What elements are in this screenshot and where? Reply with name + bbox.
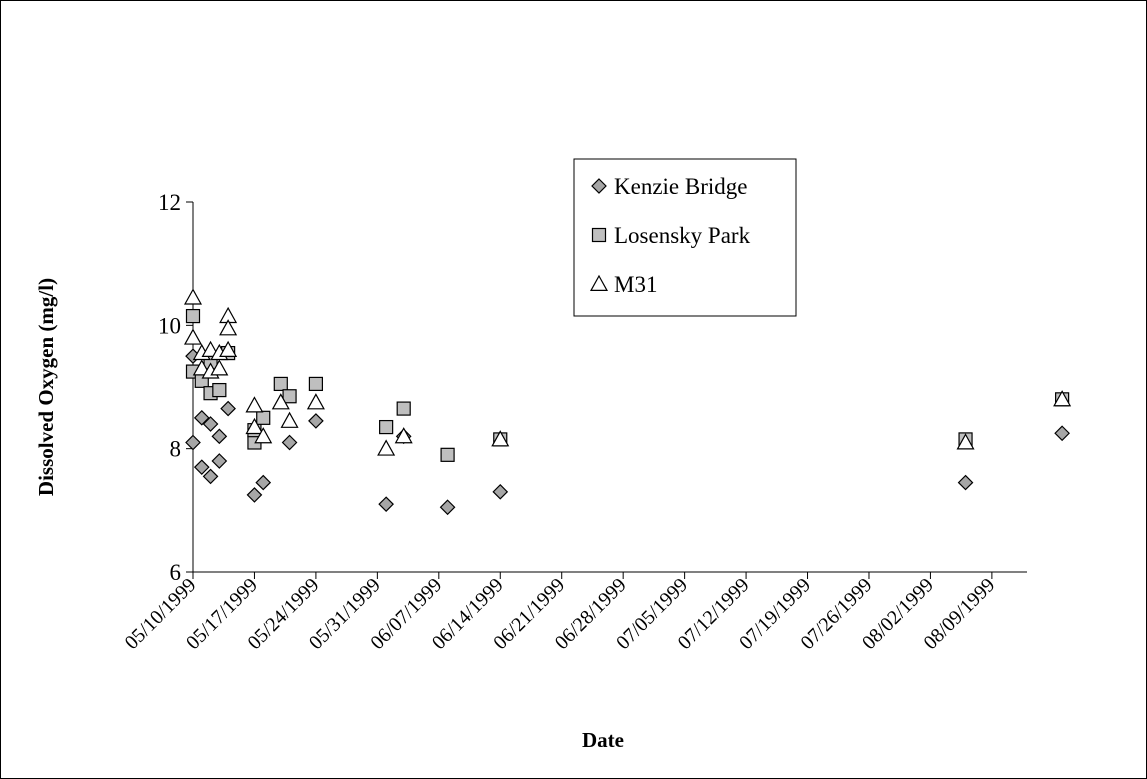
legend-square-icon (591, 227, 607, 243)
triangle-point (377, 439, 396, 456)
diamond-point (439, 499, 456, 516)
triangle-point (491, 430, 510, 447)
legend-label: Kenzie Bridge (614, 174, 747, 199)
triangle-point (183, 288, 203, 305)
triangle-point (271, 393, 290, 410)
square-point (308, 376, 324, 392)
triangle-point (394, 427, 413, 444)
legend-diamond-icon (591, 178, 607, 194)
diamond-point (211, 453, 228, 469)
square-point (282, 389, 297, 404)
square-point (396, 401, 411, 416)
square-point (273, 376, 288, 392)
diamond-point (211, 428, 228, 445)
diamond-point (202, 468, 219, 485)
series-kenzie-bridge (185, 348, 1070, 516)
diamond-point (378, 496, 394, 513)
series-m31 (183, 288, 1072, 456)
legend-box (573, 158, 797, 317)
legend-item: M31 (589, 272, 657, 297)
diamond-point (1054, 425, 1070, 442)
diamond-point (246, 487, 263, 503)
triangle-point (245, 417, 264, 435)
diamond-point (202, 416, 219, 432)
diamond-point (193, 459, 210, 476)
legend-label: M31 (614, 272, 657, 297)
y-tick-label: 10 (158, 313, 181, 338)
square-point (185, 308, 201, 324)
triangle-point (210, 359, 229, 376)
diamond-point (492, 483, 509, 500)
y-tick-label: 8 (170, 437, 182, 462)
data-points (183, 288, 1072, 516)
triangle-point (219, 319, 238, 336)
triangle-point (219, 340, 238, 357)
triangle-point (956, 433, 975, 450)
diamond-point (281, 434, 298, 451)
triangle-point (245, 396, 264, 413)
y-axis-title: Dissolved Oxygen (mg/l) (34, 278, 58, 496)
triangle-point (1053, 390, 1072, 407)
square-point (256, 410, 271, 425)
square-point (440, 447, 455, 462)
x-axis-title: Date (582, 728, 624, 752)
legend-item: Losensky Park (591, 223, 751, 248)
series-losensky-park (185, 308, 1070, 462)
diamond-point (185, 434, 201, 451)
square-point (212, 382, 227, 398)
triangle-point (254, 427, 273, 444)
legend-label: Losensky Park (614, 223, 751, 248)
diamond-point (308, 413, 324, 429)
legend: Kenzie Bridge Losensky Park M31 (573, 158, 797, 317)
y-tick-label: 6 (170, 560, 182, 585)
diamond-point (220, 400, 236, 417)
legend-item: Kenzie Bridge (591, 174, 747, 199)
triangle-point (183, 328, 203, 345)
legend-triangle-icon (589, 274, 609, 291)
triangle-point (306, 393, 325, 410)
diamond-point (193, 409, 210, 426)
triangle-point (280, 411, 299, 428)
y-tick-label: 12 (158, 190, 181, 215)
diamond-point (957, 474, 974, 491)
square-point (379, 419, 394, 435)
diamond-point (255, 474, 272, 491)
